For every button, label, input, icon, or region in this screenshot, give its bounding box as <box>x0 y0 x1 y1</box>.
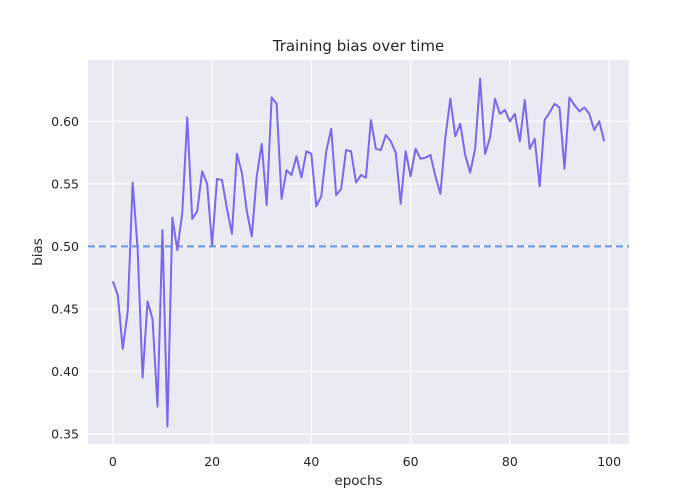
x-tick-label: 80 <box>502 454 518 469</box>
y-tick-labels: 0.35 0.40 0.45 0.50 0.55 0.60 <box>51 114 79 442</box>
x-tick-label: 0 <box>109 454 117 469</box>
y-axis-label: bias <box>30 238 46 266</box>
y-tick-label: 0.40 <box>51 364 79 379</box>
x-axis-label: epochs <box>334 473 382 489</box>
series-line <box>111 77 606 428</box>
x-tick-label: 100 <box>597 454 621 469</box>
y-tick-label: 0.50 <box>51 239 79 254</box>
x-tick-label: 20 <box>204 454 220 469</box>
y-tick-label: 0.55 <box>51 176 79 191</box>
y-tick-label: 0.35 <box>51 426 79 441</box>
chart-title: Training bias over time <box>272 37 445 55</box>
x-tick-labels: 0 20 40 60 80 100 <box>109 454 621 469</box>
y-tick-label: 0.45 <box>51 301 79 316</box>
x-tick-label: 40 <box>303 454 319 469</box>
y-tick-label: 0.60 <box>51 114 79 129</box>
x-tick-label: 60 <box>403 454 419 469</box>
plot-area <box>88 60 629 444</box>
